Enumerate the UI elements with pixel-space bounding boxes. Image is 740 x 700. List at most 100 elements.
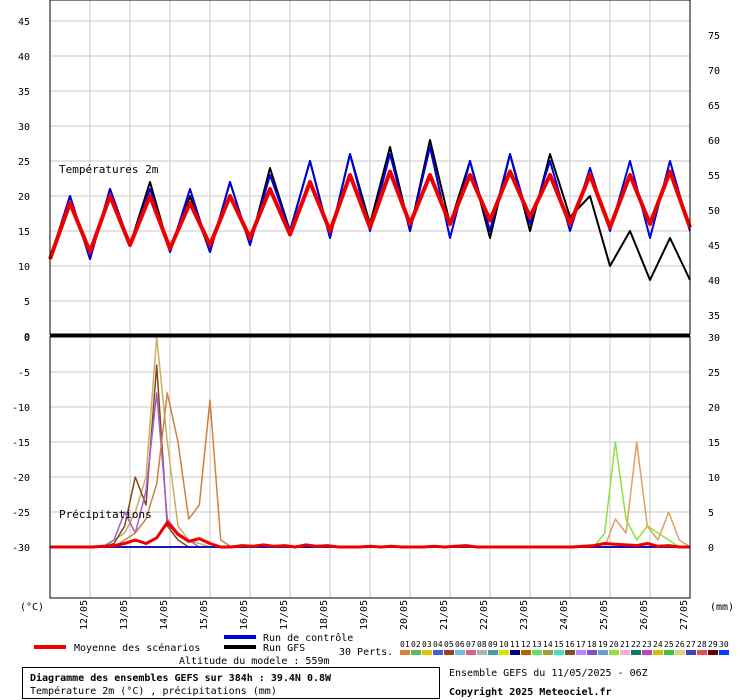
- x-tick-label: 16/05: [239, 600, 250, 630]
- member-swatch: [521, 650, 531, 655]
- member-number: 07: [466, 640, 476, 649]
- y-tick-label: -5: [18, 368, 30, 379]
- y-tick-label: 5: [24, 297, 30, 308]
- y2-tick-label: 60: [708, 136, 720, 147]
- member-number: 21: [620, 640, 630, 649]
- member-number: 13: [532, 640, 542, 649]
- chart-axes: 12/05 13/05 14/05 15/05 16/05 17/05 18/05 19/05…: [12, 0, 720, 630]
- member-number: 14: [543, 640, 553, 649]
- member-number: 18: [587, 640, 597, 649]
- y2-tick-label: 30: [708, 333, 720, 344]
- y2-tick-label: 50: [708, 206, 720, 217]
- x-tick-label: 18/05: [319, 600, 330, 630]
- y2-tick-label: 10: [708, 473, 720, 484]
- member-number: 30: [719, 640, 729, 649]
- y2-tick-label: 70: [708, 66, 720, 77]
- member-swatch: [499, 650, 509, 655]
- member-number: 09: [488, 640, 498, 649]
- member-swatch: [554, 650, 564, 655]
- x-tick-label: 12/05: [79, 600, 90, 630]
- member-number: 17: [576, 640, 586, 649]
- y2-tick-label: 25: [708, 368, 720, 379]
- member-swatch: [510, 650, 520, 655]
- x-tick-label: 14/05: [159, 600, 170, 630]
- y-tick-label: 30: [18, 122, 30, 133]
- x-tick-label: 27/05: [679, 600, 690, 630]
- member-number: 10: [499, 640, 509, 649]
- member-swatch: [653, 650, 663, 655]
- member-number: 20: [609, 640, 619, 649]
- y2-tick-label: 5: [708, 508, 714, 519]
- x-tick-label: 20/05: [399, 600, 410, 630]
- member-number: 26: [675, 640, 685, 649]
- member-number: 16: [565, 640, 575, 649]
- member-swatch: [598, 650, 608, 655]
- member-swatch: [675, 650, 685, 655]
- altitude-label: Altitude du modele : 559m: [179, 656, 330, 667]
- member-swatch: [609, 650, 619, 655]
- member-swatch: [664, 650, 674, 655]
- footer-title-box: [22, 667, 440, 699]
- x-tick-label: 23/05: [519, 600, 530, 630]
- control-legend-label: Run de contrôle: [263, 632, 353, 644]
- x-tick-label: 25/05: [599, 600, 610, 630]
- member-number: 29: [708, 640, 718, 649]
- x-tick-label: 15/05: [199, 600, 210, 630]
- member-swatch: [631, 650, 641, 655]
- member-swatch: [543, 650, 553, 655]
- member-swatch: [642, 650, 652, 655]
- copyright: Copyright 2025 Meteociel.fr: [449, 686, 612, 698]
- member-number: 15: [554, 640, 564, 649]
- member-swatch: [532, 650, 542, 655]
- y2-tick-label: 55: [708, 171, 720, 182]
- footer-title: Diagramme des ensembles GEFS sur 384h : …: [30, 672, 332, 684]
- precipitation-panel-title: Précipitations: [59, 508, 152, 521]
- member-swatch: [587, 650, 597, 655]
- x-tick-label: 13/05: [119, 600, 130, 630]
- member-number: 24: [653, 640, 663, 649]
- member-number: 08: [477, 640, 487, 649]
- precipitation-panel-frame: [49, 336, 691, 599]
- y2-tick-label: 65: [708, 101, 720, 112]
- y2-tick-label: 40: [708, 276, 720, 287]
- member-number: 25: [664, 640, 674, 649]
- gfs-legend-label: Run GFS: [263, 643, 305, 654]
- member-number: 19: [598, 640, 608, 649]
- member-legend: 01 02 03 04 05 06 07 08 09 10 11 12 13 14 15 16 17 18 19 20…: [400, 640, 729, 655]
- right-unit-label: (mm): [710, 602, 734, 613]
- member-swatch: [576, 650, 586, 655]
- member-swatch: [455, 650, 465, 655]
- member-swatch: [686, 650, 696, 655]
- member-swatch: [466, 650, 476, 655]
- y-tick-label: 25: [18, 157, 30, 168]
- member-number: 11: [510, 640, 520, 649]
- chart-series: [48, 139, 692, 549]
- series-line: [50, 521, 690, 549]
- member-swatch: [697, 650, 707, 655]
- member-swatch: [400, 650, 410, 655]
- y-tick-label: -25: [12, 508, 30, 519]
- member-number: 28: [697, 640, 707, 649]
- y2-tick-label: 35: [708, 311, 720, 322]
- y-tick-label: 0: [24, 332, 30, 343]
- x-tick-label: 26/05: [639, 600, 650, 630]
- member-swatch: [488, 650, 498, 655]
- y-tick-label: 35: [18, 87, 30, 98]
- y-tick-label: -10: [12, 403, 30, 414]
- footer-subtitle: Température 2m (°C) , précipitations (mm…: [30, 685, 277, 697]
- left-unit-label: (°C): [20, 602, 44, 613]
- y2-tick-label: 45: [708, 241, 720, 252]
- temperature-panel-title: Températures 2m: [59, 163, 159, 176]
- y2-tick-label: 75: [708, 31, 720, 42]
- member-number: 03: [422, 640, 432, 649]
- y-tick-label: 40: [18, 52, 30, 63]
- y2-tick-label: 15: [708, 438, 720, 449]
- member-swatch: [708, 650, 718, 655]
- member-number: 06: [455, 640, 465, 649]
- x-tick-label: 19/05: [359, 600, 370, 630]
- member-swatch: [620, 650, 630, 655]
- run-info: Ensemble GEFS du 11/05/2025 - 06Z: [449, 668, 648, 679]
- member-swatch: [422, 650, 432, 655]
- member-number: 02: [411, 640, 421, 649]
